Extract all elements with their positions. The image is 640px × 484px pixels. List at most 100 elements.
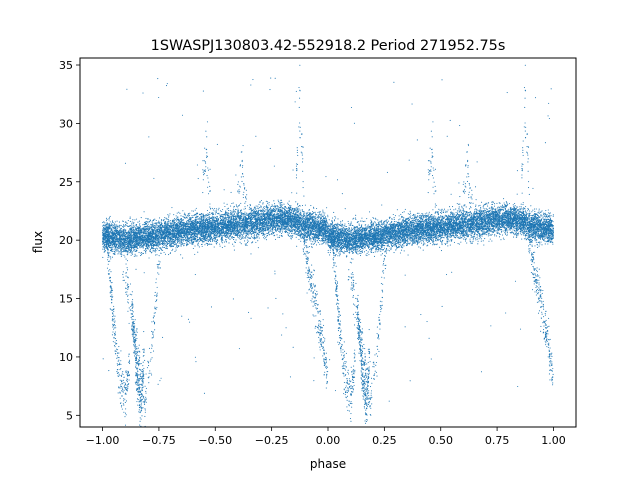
data-point	[183, 216, 185, 218]
data-point	[288, 207, 290, 209]
data-point	[287, 202, 289, 204]
data-point	[184, 242, 186, 245]
data-point	[215, 210, 217, 212]
data-points-layer	[102, 64, 554, 427]
data-point	[464, 232, 466, 234]
data-point	[534, 240, 536, 242]
data-point	[131, 221, 133, 223]
data-point	[544, 237, 546, 239]
data-point	[128, 248, 130, 250]
data-point	[399, 221, 401, 223]
data-point	[347, 228, 349, 230]
data-point	[318, 219, 320, 221]
data-point	[155, 219, 157, 222]
data-point	[305, 213, 307, 215]
data-point	[380, 221, 382, 224]
data-point	[268, 204, 270, 206]
data-point	[381, 219, 383, 221]
data-point	[399, 252, 402, 254]
data-point	[410, 215, 412, 217]
data-point	[156, 254, 158, 256]
data-point	[174, 250, 176, 253]
data-point	[492, 218, 494, 221]
data-point	[487, 235, 489, 237]
data-point	[310, 204, 312, 207]
data-point	[349, 250, 351, 252]
data-point	[312, 241, 314, 243]
data-point	[398, 215, 400, 217]
data-point	[348, 223, 350, 225]
data-point	[456, 203, 458, 205]
data-point	[231, 202, 233, 205]
data-point	[287, 203, 289, 206]
data-point	[134, 255, 137, 257]
data-point	[365, 226, 367, 228]
data-point	[169, 213, 171, 215]
data-point	[331, 219, 333, 221]
data-point	[429, 216, 432, 218]
data-point	[529, 238, 531, 240]
data-point	[184, 212, 186, 214]
data-point	[299, 209, 301, 211]
data-point	[227, 207, 229, 209]
data-point	[422, 213, 424, 215]
data-point	[277, 199, 279, 201]
data-point	[212, 207, 214, 209]
data-point	[521, 211, 523, 213]
data-point	[249, 228, 251, 230]
data-point	[422, 249, 424, 251]
data-point	[325, 218, 327, 220]
data-point	[496, 202, 498, 204]
data-point	[219, 214, 221, 216]
data-point	[311, 243, 313, 245]
data-point	[158, 217, 161, 219]
data-point	[503, 207, 505, 209]
data-point	[531, 240, 533, 242]
data-point	[516, 193, 518, 195]
data-point	[148, 247, 150, 249]
data-point	[376, 225, 378, 228]
data-point	[381, 253, 383, 255]
data-point	[372, 216, 374, 219]
data-point	[164, 221, 166, 223]
data-point	[263, 231, 265, 233]
data-point	[130, 250, 133, 252]
data-point	[536, 244, 538, 246]
data-point	[502, 205, 504, 207]
data-point	[413, 232, 415, 234]
data-point	[313, 242, 315, 244]
data-point	[300, 233, 302, 235]
data-point	[197, 251, 199, 253]
data-point	[436, 243, 438, 245]
data-point	[225, 236, 227, 238]
data-point	[376, 251, 378, 253]
data-point	[296, 209, 298, 211]
data-point	[248, 234, 250, 236]
data-point	[382, 223, 384, 225]
data-point	[393, 239, 395, 242]
data-point	[407, 213, 409, 215]
data-point	[145, 217, 147, 219]
data-point	[140, 227, 142, 229]
data-point	[399, 218, 401, 220]
data-point	[240, 219, 242, 222]
data-point	[186, 220, 188, 222]
data-point	[474, 222, 476, 225]
data-point	[399, 244, 401, 246]
data-point	[407, 222, 409, 224]
data-point	[390, 243, 392, 245]
data-point	[386, 234, 388, 236]
data-point	[143, 227, 145, 229]
data-point	[476, 233, 478, 235]
data-point	[270, 205, 273, 207]
data-point	[176, 246, 178, 248]
data-point	[127, 249, 130, 251]
data-point	[282, 228, 284, 230]
data-point	[352, 241, 354, 243]
data-point	[409, 210, 411, 212]
data-point	[255, 229, 257, 231]
data-point	[444, 214, 446, 216]
data-point	[177, 221, 179, 223]
data-point	[239, 212, 241, 214]
data-point	[158, 224, 160, 226]
